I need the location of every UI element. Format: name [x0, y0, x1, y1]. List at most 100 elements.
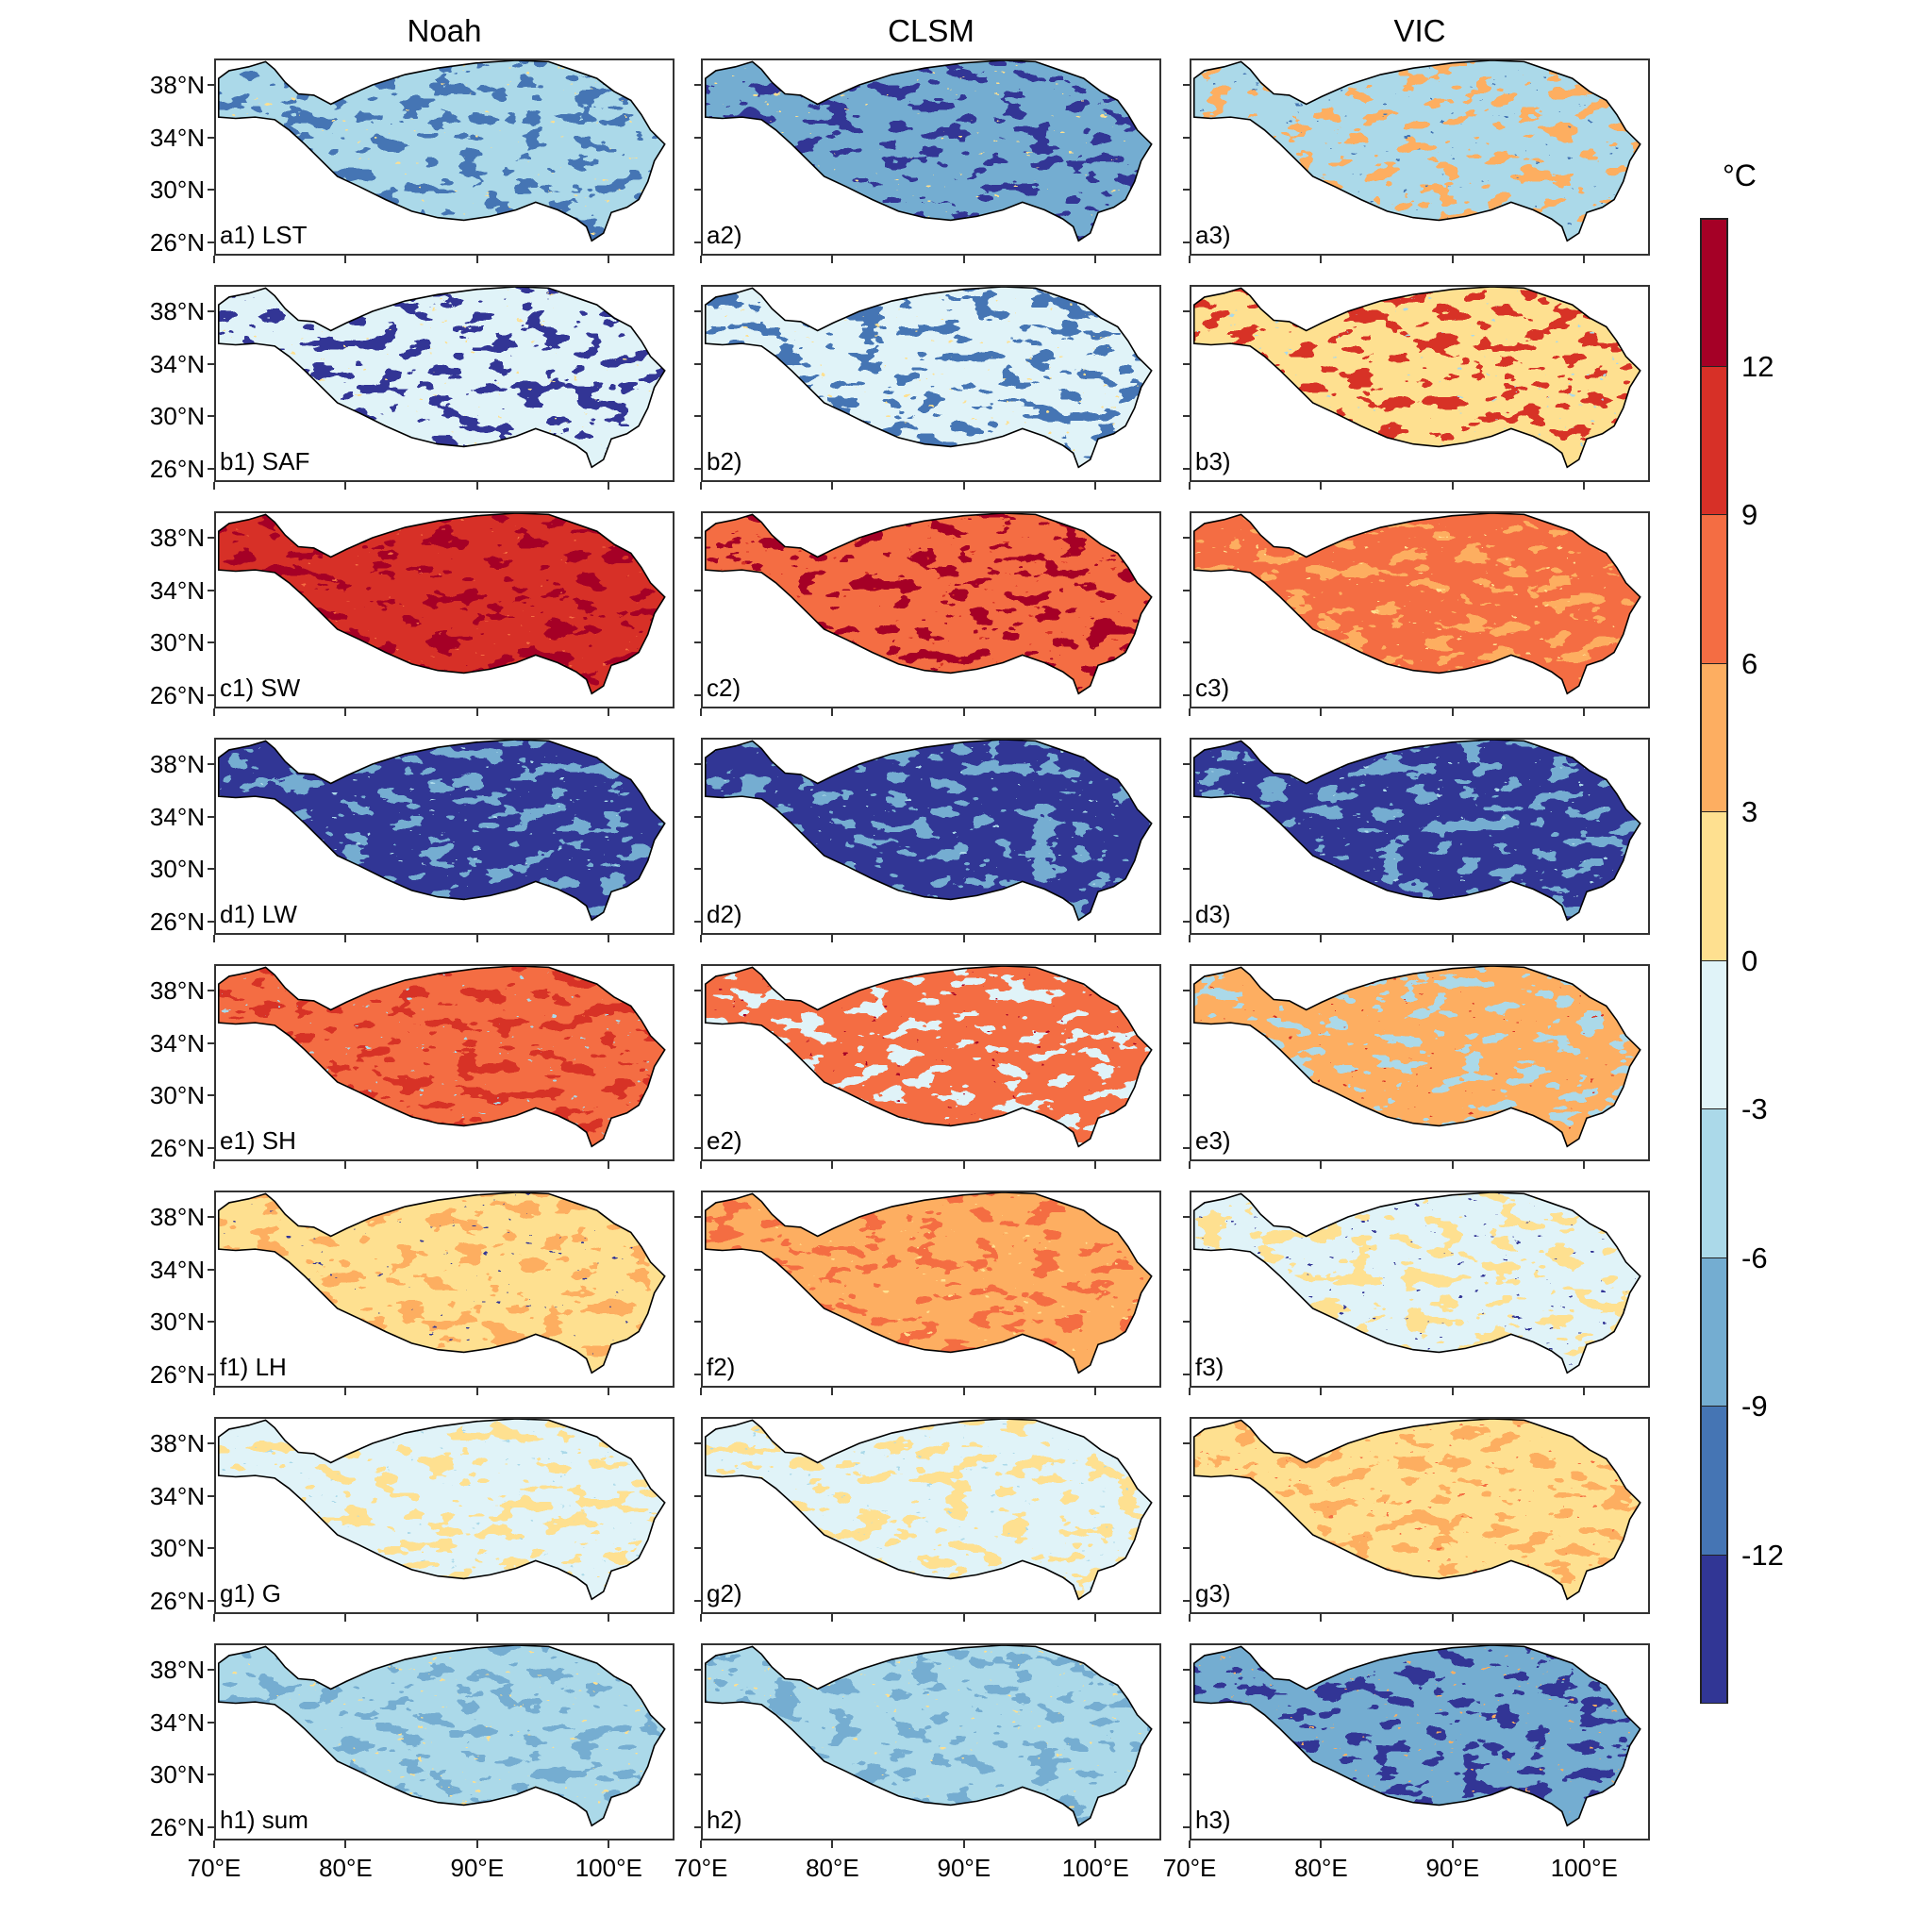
lat-tick-mark — [208, 189, 214, 192]
map-panel: h1) sum — [214, 1643, 675, 1840]
lon-tick-mark — [1094, 708, 1097, 716]
lat-tick-mark — [208, 921, 214, 924]
lat-tick-label: 38°N — [149, 1202, 205, 1231]
map-panel: e2) — [701, 964, 1161, 1161]
lon-tick-mark — [1320, 256, 1323, 263]
lat-tick-label: 26°N — [149, 681, 205, 710]
lat-tick-label: 38°N — [149, 975, 205, 1005]
lat-tick-mark — [1183, 1041, 1190, 1044]
map-panel: c2) — [701, 511, 1161, 708]
plateau-outline — [706, 287, 1152, 467]
lon-tick-label: 90°E — [450, 1854, 505, 1882]
plateau-outline — [219, 60, 665, 241]
lat-tick-label: 26°N — [149, 228, 205, 258]
lat-tick-mark — [208, 868, 214, 871]
lat-tick-mark — [208, 1774, 214, 1776]
lon-tick-mark — [1583, 1614, 1586, 1622]
column-title: CLSM — [888, 13, 974, 48]
plateau-outline — [1194, 1192, 1641, 1373]
lat-tick-label: 34°N — [149, 1481, 205, 1510]
lon-tick-mark — [700, 1161, 702, 1169]
lon-tick-mark — [700, 935, 702, 942]
lon-tick-mark — [831, 935, 834, 942]
lat-tick-mark — [694, 415, 701, 418]
panel-label: d2) — [707, 900, 742, 928]
lat-tick-mark — [1183, 1321, 1190, 1324]
lat-tick-label: 30°N — [149, 628, 205, 658]
map-panel: f2) — [701, 1191, 1161, 1388]
map-panel: f1) LH — [214, 1191, 675, 1388]
lat-tick-label: 26°N — [149, 1587, 205, 1616]
lon-tick-mark — [475, 482, 478, 490]
lat-tick-label: 26°N — [149, 455, 205, 484]
lon-tick-label: 70°E — [187, 1854, 242, 1882]
panel-label: d3) — [1195, 900, 1231, 928]
colorbar — [1700, 218, 1728, 1704]
lon-tick-mark — [608, 708, 610, 716]
tertiary-patches — [1193, 60, 1641, 242]
lon-tick-mark — [344, 935, 347, 942]
panel-label: d1) LW — [220, 900, 297, 928]
map-panel: a2) — [701, 58, 1161, 256]
lat-tick-mark — [208, 1441, 214, 1444]
colorbar-label: 9 — [1741, 498, 1758, 531]
lat-tick-mark — [1183, 242, 1190, 244]
lon-tick-label: 80°E — [1294, 1854, 1348, 1882]
lat-tick-label: 34°N — [149, 1028, 205, 1058]
lat-tick-mark — [208, 242, 214, 244]
lat-tick-mark — [1183, 1721, 1190, 1724]
lat-tick-label: 34°N — [149, 802, 205, 831]
plateau-outline — [706, 1645, 1152, 1825]
lat-tick-mark — [694, 536, 701, 539]
plateau-map — [1191, 966, 1648, 1159]
lon-tick-mark — [1094, 482, 1097, 490]
lat-tick-mark — [1183, 815, 1190, 818]
lat-tick-mark — [208, 1668, 214, 1671]
map-panel: a1) LST — [214, 58, 675, 256]
lat-tick-mark — [1183, 868, 1190, 871]
lon-tick-mark — [608, 1161, 610, 1169]
lat-tick-mark — [694, 83, 701, 86]
lon-tick-mark — [1583, 482, 1586, 490]
lon-tick-mark — [1451, 256, 1454, 263]
lat-tick-mark — [208, 762, 214, 765]
panel-label: b3) — [1195, 447, 1231, 475]
lon-tick-mark — [700, 256, 702, 263]
lat-tick-label: 38°N — [149, 70, 205, 99]
lon-tick-mark — [1583, 935, 1586, 942]
map-panel: b2) — [701, 285, 1161, 482]
plateau-map — [703, 1419, 1159, 1612]
panel-label: g1) G — [220, 1579, 282, 1607]
colorbar-bin — [1702, 663, 1726, 812]
colorbar-label: 3 — [1741, 795, 1758, 828]
lon-tick-label: 80°E — [806, 1854, 859, 1882]
lon-tick-mark — [962, 1161, 965, 1169]
plateau-outline — [706, 513, 1152, 693]
lat-tick-label: 30°N — [149, 855, 205, 884]
plateau-outline — [706, 1192, 1152, 1373]
panel-label: g2) — [707, 1579, 742, 1607]
plateau-outline — [706, 740, 1152, 920]
lat-tick-mark — [1183, 694, 1190, 697]
lon-tick-mark — [1451, 708, 1454, 716]
colorbar-label: 12 — [1741, 349, 1774, 383]
lat-tick-mark — [208, 1494, 214, 1497]
lon-tick-mark — [700, 1840, 702, 1848]
map-panel: h2) — [701, 1643, 1161, 1840]
lon-tick-mark — [1451, 935, 1454, 942]
lat-tick-label: 30°N — [149, 1760, 205, 1790]
map-panel: d1) LW — [214, 738, 675, 935]
lon-tick-mark — [1189, 935, 1191, 942]
lon-tick-mark — [831, 1161, 834, 1169]
lat-tick-mark — [208, 641, 214, 644]
lat-tick-mark — [694, 1215, 701, 1218]
lon-tick-mark — [213, 1388, 215, 1395]
plateau-map — [1191, 287, 1648, 480]
lat-tick-mark — [1183, 309, 1190, 312]
lat-tick-mark — [1183, 1668, 1190, 1671]
lat-tick-mark — [1183, 1268, 1190, 1271]
plateau-map — [216, 966, 673, 1159]
lat-tick-mark — [208, 1600, 214, 1603]
column-title: VIC — [1393, 13, 1446, 48]
lon-tick-mark — [1320, 935, 1323, 942]
